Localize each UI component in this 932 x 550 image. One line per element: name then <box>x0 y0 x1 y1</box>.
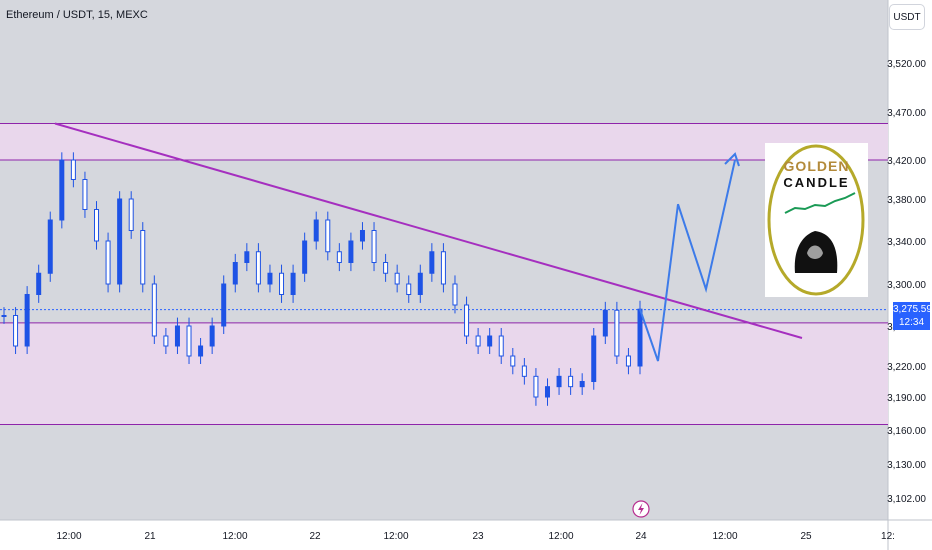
y-tick-label: 3,160.00 <box>887 426 926 437</box>
candle-body-12 <box>140 230 146 285</box>
candle-body-44 <box>510 355 516 367</box>
logo-emblem <box>767 144 865 296</box>
candle-body-24 <box>279 272 285 295</box>
candle-body-16 <box>186 325 192 357</box>
x-tick-label: 12: <box>881 531 895 542</box>
candle-body-28 <box>325 219 331 253</box>
y-tick-label: 3,190.00 <box>887 393 926 404</box>
y-tick-label: 3,130.00 <box>887 460 926 471</box>
y-tick-label: 3,380.00 <box>887 195 926 206</box>
candle-body-19 <box>221 283 227 327</box>
bar-countdown: 12:34 <box>898 317 925 328</box>
candle-body-42 <box>487 335 493 347</box>
candle-body-14 <box>163 335 169 347</box>
x-tick-label: 22 <box>309 531 321 542</box>
candle-body-4 <box>47 219 53 274</box>
candle-body-40 <box>464 304 470 337</box>
candle-body-34 <box>394 272 400 285</box>
candle-body-35 <box>406 283 412 295</box>
candle-body-29 <box>336 251 342 263</box>
candle-body-30 <box>348 240 354 263</box>
y-tick-label: 3,300.00 <box>887 280 926 291</box>
lightning-icon <box>638 503 644 515</box>
zone-0 <box>0 123 888 160</box>
candle-body-49 <box>568 375 574 388</box>
candle-body-48 <box>556 375 562 388</box>
candle-body-33 <box>383 262 389 274</box>
zone-1 <box>0 322 888 425</box>
candle-body-43 <box>498 335 504 357</box>
projection-arrowhead <box>724 152 740 167</box>
candle-body-3 <box>36 272 42 295</box>
candle-body-55 <box>637 308 643 367</box>
currency-button[interactable]: USDT <box>889 4 925 30</box>
candle-body-18 <box>209 325 215 347</box>
x-tick-label: 25 <box>800 531 812 542</box>
y-tick-label: 3,340.00 <box>887 237 926 248</box>
y-tick-label: 3,102.00 <box>887 494 926 505</box>
candle-body-23 <box>267 272 273 285</box>
candle-body-52 <box>602 309 608 337</box>
candle-body-21 <box>244 251 250 263</box>
candle-body-45 <box>521 365 527 377</box>
candle-body-37 <box>429 251 435 274</box>
candle-body-46 <box>533 375 539 398</box>
candle-body-2 <box>24 294 30 347</box>
x-tick-label: 12:00 <box>712 531 737 542</box>
x-tick-label: 12:00 <box>548 531 573 542</box>
golden-candle-logo: GOLDEN CANDLE <box>765 143 868 297</box>
symbol-title: Ethereum / USDT, 15, MEXC <box>6 9 148 21</box>
x-tick-label: 24 <box>635 531 647 542</box>
candle-body-27 <box>313 219 319 242</box>
logo-line2: CANDLE <box>783 175 850 190</box>
y-tick-label: 3,420.00 <box>887 156 926 167</box>
candle-body-9 <box>105 240 111 285</box>
candle-body-20 <box>232 262 238 285</box>
candle-body-50 <box>579 381 585 388</box>
candle-body-6 <box>70 159 76 180</box>
candle-body-8 <box>94 209 100 242</box>
candle-body-5 <box>59 159 65 221</box>
candle-body-39 <box>452 283 458 306</box>
last-price-tag: 3,275.59 12:34 <box>893 302 932 330</box>
candle-body-53 <box>614 309 620 357</box>
candle-body-41 <box>475 335 481 347</box>
candle-body-36 <box>417 272 423 295</box>
candle-body-54 <box>625 355 631 367</box>
y-tick-label: 3,520.00 <box>887 59 926 70</box>
candle-body-25 <box>290 272 296 295</box>
candle-body-1 <box>13 315 19 347</box>
candle-body-10 <box>117 198 123 285</box>
candle-body-51 <box>591 335 597 382</box>
trendline <box>54 122 803 339</box>
x-tick-label: 21 <box>144 531 156 542</box>
candle-body-11 <box>128 198 134 231</box>
candle-body-22 <box>255 251 261 285</box>
x-tick-label: 12:00 <box>222 531 247 542</box>
candle-body-47 <box>544 386 550 398</box>
x-tick-label: 12:00 <box>383 531 408 542</box>
candle-body-26 <box>302 240 308 274</box>
candle-body-31 <box>359 230 365 242</box>
candle-body-15 <box>174 325 180 347</box>
x-tick-label: 23 <box>472 531 484 542</box>
y-tick-label: 3,220.00 <box>887 362 926 373</box>
x-tick-label: 12:00 <box>56 531 81 542</box>
y-tick-label: 3,470.00 <box>887 108 926 119</box>
candle-body-38 <box>440 251 446 285</box>
candle-body-0 <box>1 315 7 317</box>
candle-body-7 <box>82 179 88 210</box>
candle-body-13 <box>151 283 157 337</box>
candle-body-17 <box>198 345 204 357</box>
projection-path <box>639 159 736 362</box>
logo-line1: GOLDEN <box>783 158 850 174</box>
candle-body-32 <box>371 230 377 263</box>
last-price: 3,275.59 <box>893 304 932 315</box>
